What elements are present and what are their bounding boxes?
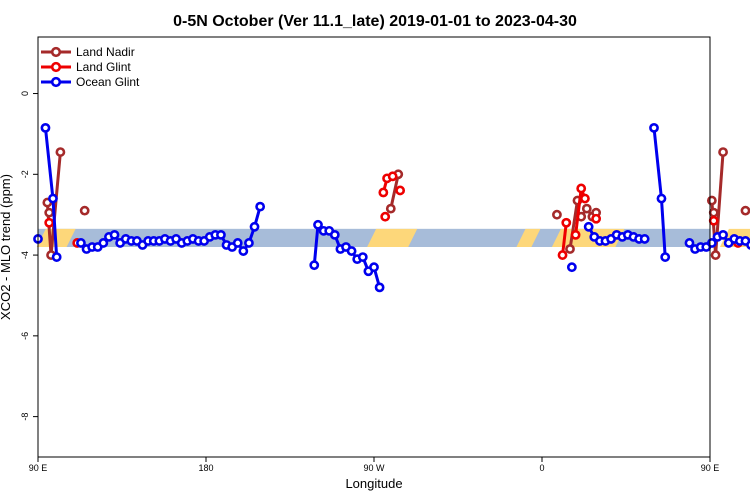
data-point: [238, 246, 249, 256]
data-point: [581, 203, 592, 214]
data-point: [329, 229, 340, 240]
data-point: [395, 185, 406, 196]
legend-item: Land Nadir: [41, 45, 135, 59]
data-point: [357, 252, 368, 262]
data-point: [706, 195, 717, 206]
data-point: [232, 238, 243, 248]
data-point: [79, 205, 90, 216]
data-point: [109, 229, 120, 240]
legend-label: Ocean Glint: [76, 75, 140, 89]
data-point: [565, 244, 575, 254]
data-point: [98, 238, 109, 248]
data-point: [313, 219, 323, 230]
y-tick-label: -8: [20, 413, 30, 421]
data-point: [718, 229, 728, 240]
series-land-glint: [44, 171, 743, 260]
data-point: [44, 217, 55, 228]
data-point: [656, 193, 667, 204]
data-point: [580, 193, 590, 204]
x-tick-label: 90 E: [701, 463, 720, 473]
data-point: [718, 147, 728, 157]
data-point: [346, 246, 357, 256]
legend-item: Ocean Glint: [41, 75, 140, 89]
data-point: [583, 221, 594, 232]
legend-marker: [50, 76, 62, 88]
legend-item: Land Glint: [41, 60, 131, 74]
data-point: [378, 187, 389, 198]
x-tick-label: 180: [198, 463, 213, 473]
series-layer: [33, 122, 750, 293]
data-point: [561, 217, 572, 228]
series-line: [568, 200, 579, 250]
data-point: [380, 211, 391, 222]
data-point: [385, 203, 396, 214]
data-point: [591, 213, 602, 224]
data-point: [374, 282, 385, 293]
y-tick-label: -4: [20, 251, 30, 259]
legend-marker: [50, 46, 62, 58]
data-point: [740, 205, 750, 216]
data-point: [649, 122, 659, 133]
data-point: [746, 240, 750, 250]
data-point: [309, 260, 320, 271]
data-point: [369, 262, 379, 273]
data-point: [684, 238, 695, 248]
data-point: [40, 122, 51, 133]
data-point: [557, 250, 568, 260]
data-point: [387, 171, 398, 182]
data-point: [576, 183, 587, 194]
data-point: [51, 252, 62, 262]
data-point: [566, 262, 577, 273]
data-point: [710, 250, 721, 260]
y-tick-label: -2: [20, 170, 30, 178]
legend-marker: [50, 61, 62, 73]
data-point: [244, 238, 254, 248]
data-point: [660, 252, 671, 262]
data-point: [639, 234, 650, 244]
land-band: [516, 228, 541, 247]
y-axis-title: XCO2 - MLO trend (ppm): [0, 174, 13, 320]
y-tick-label: -6: [20, 332, 30, 340]
x-axis: 90 E 180 90 W 0 90 E: [29, 457, 720, 473]
chart-title: 0-5N October (Ver 11.1_late) 2019-01-01 …: [173, 13, 577, 30]
y-axis: 0 -2 -4 -6 -8: [20, 91, 38, 421]
data-point: [55, 147, 66, 157]
data-point: [76, 238, 86, 248]
data-point: [249, 221, 260, 232]
data-point: [255, 201, 266, 212]
x-tick-label: 0: [539, 463, 544, 473]
data-point: [48, 193, 58, 204]
data-point: [44, 207, 55, 218]
data-point: [216, 229, 226, 240]
data-point: [552, 209, 562, 220]
x-axis-title: Longitude: [345, 476, 402, 491]
x-tick-label: 90 E: [29, 463, 48, 473]
x-tick-label: 90 W: [363, 463, 385, 473]
legend-label: Land Nadir: [76, 45, 135, 59]
series-ocean-glint: [33, 122, 750, 293]
data-point: [570, 229, 581, 240]
data-point: [708, 215, 719, 226]
y-tick-label: 0: [20, 91, 30, 96]
land-band: [367, 228, 418, 247]
series-line: [389, 173, 400, 209]
data-point: [708, 207, 719, 218]
legend-label: Land Glint: [76, 60, 131, 74]
series-line: [561, 222, 568, 256]
